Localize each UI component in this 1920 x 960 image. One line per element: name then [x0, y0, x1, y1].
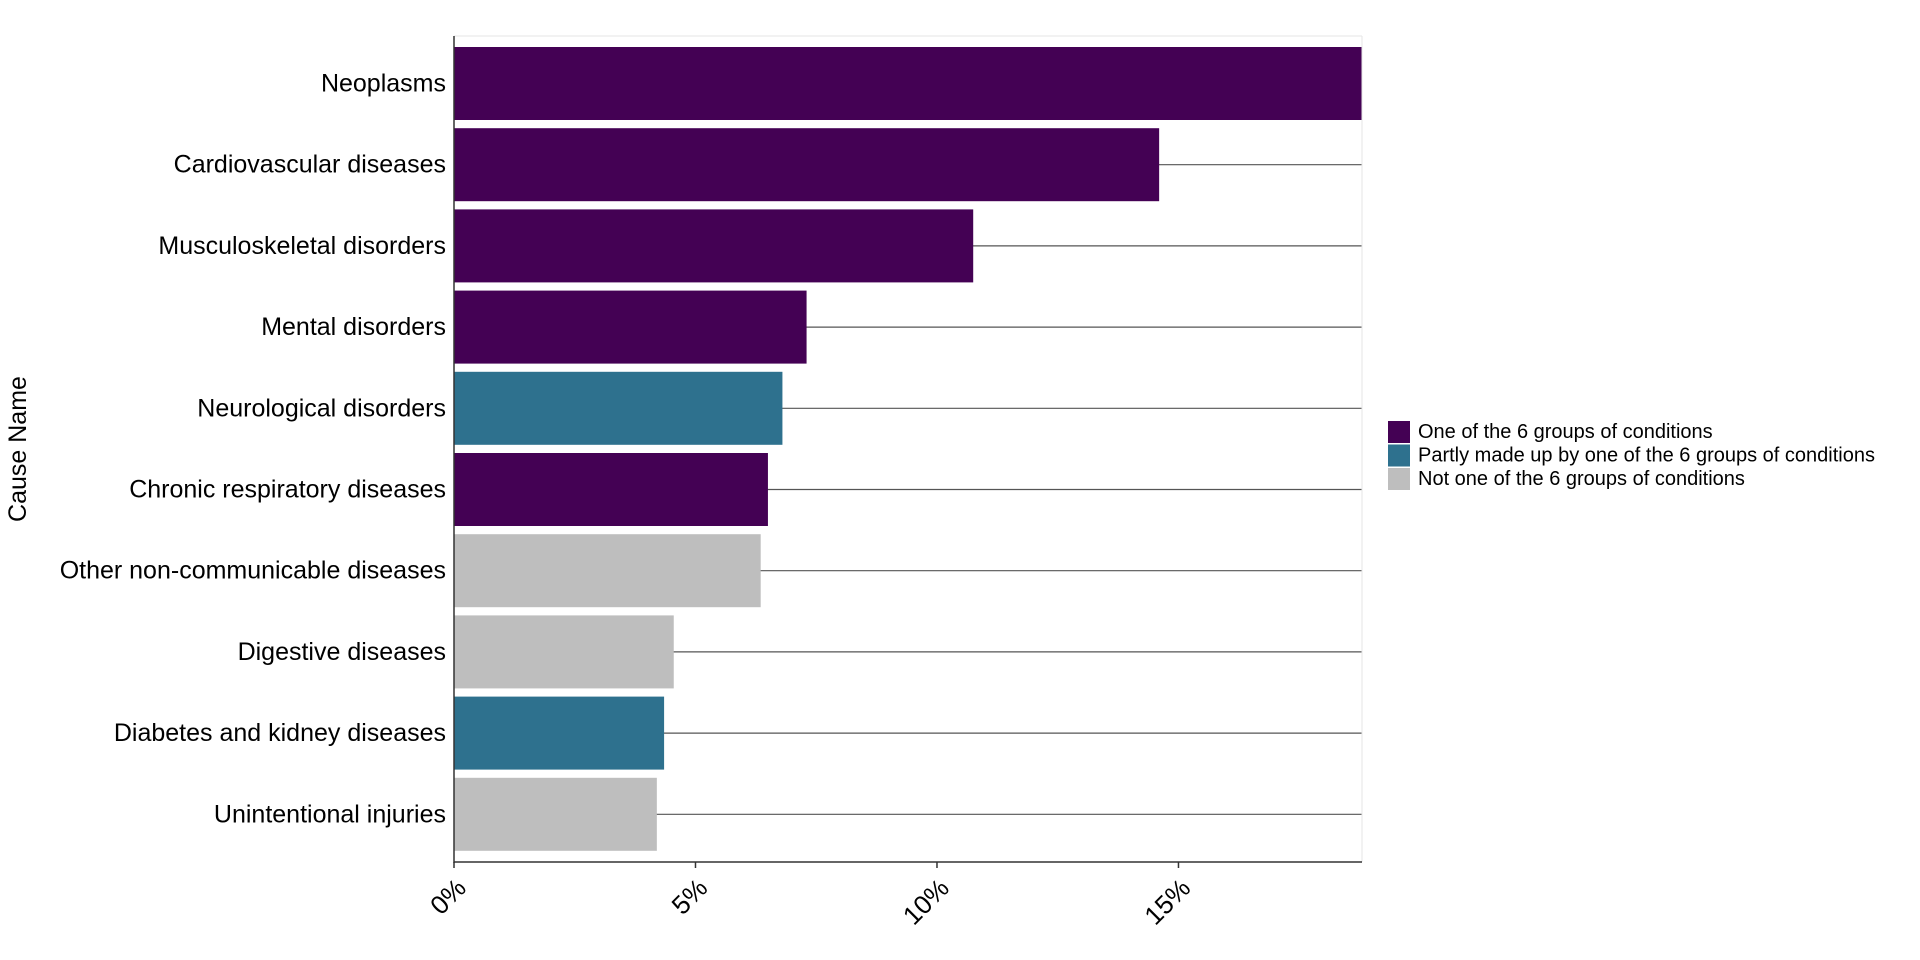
legend-swatch — [1388, 421, 1410, 443]
bar — [454, 777, 657, 851]
category-label: Diabetes and kidney diseases — [114, 719, 446, 747]
category-label: Mental disorders — [261, 313, 446, 341]
category-labels: Neoplasms Cardiovascular diseases Musculos… — [60, 70, 446, 829]
bar — [454, 209, 974, 283]
axes — [453, 35, 1363, 863]
bar — [454, 696, 665, 770]
legend: One of the 6 groups of conditionsPartly … — [1388, 421, 1875, 490]
x-tick-label: 15% — [1138, 873, 1196, 931]
bar — [454, 453, 768, 526]
legend-swatch — [1388, 444, 1410, 467]
bar — [454, 290, 807, 364]
bar — [454, 371, 783, 445]
category-label: Digestive diseases — [238, 638, 446, 666]
bars — [454, 47, 1362, 851]
category-label: Neurological disorders — [197, 394, 446, 422]
category-label: Musculoskeletal disorders — [158, 232, 446, 260]
legend-label: Not one of the 6 groups of conditions — [1418, 468, 1745, 490]
x-tick-label: 5% — [666, 873, 714, 921]
category-label: Cardiovascular diseases — [174, 151, 446, 179]
bar — [454, 128, 1160, 202]
category-label: Neoplasms — [321, 70, 446, 98]
x-tick-label: 10% — [897, 873, 955, 931]
legend-label: One of the 6 groups of conditions — [1418, 421, 1713, 443]
legend-swatch — [1388, 468, 1410, 490]
y-axis-title: Cause Name — [4, 376, 32, 522]
legend-label: Partly made up by one of the 6 groups of… — [1418, 445, 1875, 467]
bar — [454, 47, 1362, 120]
category-label: Unintentional injuries — [214, 800, 446, 828]
category-label: Chronic respiratory diseases — [129, 476, 446, 504]
category-label: Other non-communicable diseases — [60, 557, 446, 585]
bar — [454, 534, 761, 608]
x-tick-label: 0% — [424, 873, 472, 921]
x-tick-labels: 0% 5% 10% 15% — [424, 862, 1196, 931]
bar — [454, 615, 674, 689]
